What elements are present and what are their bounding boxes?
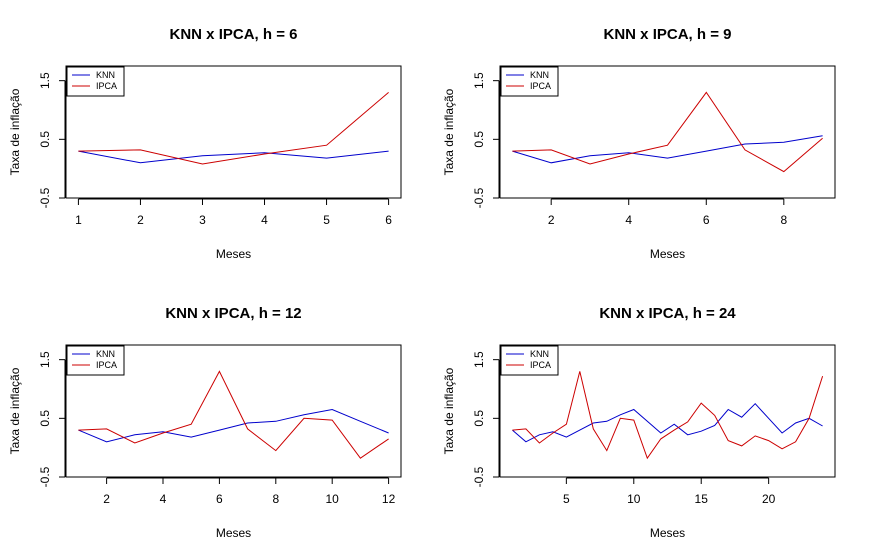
y-tick-label: 1.5	[472, 72, 486, 89]
y-tick-label: 1.5	[38, 351, 52, 368]
x-tick-label: 2	[548, 213, 555, 227]
chart-panel-1: KNN x IPCA, h = 6 1 2 3 4 5 6 -0.5 0.5 1.5 Meses Ta…	[8, 26, 402, 261]
chart-title: KNN x IPCA, h = 12	[165, 305, 301, 322]
x-tick-label: 6	[385, 213, 392, 227]
x-tick-label: 2	[103, 492, 110, 506]
x-tick-label: 2	[137, 213, 144, 227]
y-tick-label: -0.5	[38, 187, 52, 208]
x-axis-label: Meses	[650, 526, 685, 540]
chart-panel-4: KNN x IPCA, h = 24 5 10 15 20 -0.5 0.5 1.5 Meses…	[442, 305, 836, 540]
legend-entry-ipca: IPCA	[530, 360, 551, 370]
series-line-ipca	[78, 370, 389, 459]
series-line-ipca	[512, 91, 823, 173]
y-axis-label: Taxa de inflação	[8, 88, 22, 175]
x-axis-label: Meses	[216, 247, 251, 261]
x-tick-label: 15	[695, 492, 709, 506]
y-tick-label: 0.5	[472, 410, 486, 427]
x-tick-label: 12	[382, 492, 396, 506]
y-tick-label: -0.5	[38, 466, 52, 487]
legend-box	[66, 66, 125, 97]
legend-entry-knn: KNN	[530, 70, 549, 80]
x-tick-label: 4	[160, 492, 167, 506]
x-tick-label: 3	[199, 213, 206, 227]
series-line-ipca	[512, 371, 824, 460]
x-tick-label: 10	[326, 492, 340, 506]
chart-title: KNN x IPCA, h = 24	[599, 305, 736, 322]
plot-frame	[65, 344, 402, 478]
x-tick-label: 6	[216, 492, 223, 506]
y-tick-label: 0.5	[38, 410, 52, 427]
y-axis: -0.5 0.5 1.5	[38, 72, 66, 208]
y-tick-label: 0.5	[472, 131, 486, 148]
legend-entry-ipca: IPCA	[530, 81, 551, 91]
chart-panel-2: KNN x IPCA, h = 9 2 4 6 8 -0.5 0.5 1.5 Meses Taxa…	[442, 26, 836, 261]
y-tick-label: 1.5	[38, 72, 52, 89]
y-tick-label: -0.5	[472, 187, 486, 208]
plot-frame	[65, 65, 402, 199]
x-tick-label: 1	[75, 213, 82, 227]
series-line-knn	[512, 402, 823, 443]
y-axis-label: Taxa de inflação	[442, 88, 456, 175]
x-tick-label: 6	[703, 213, 710, 227]
series-line-knn	[78, 408, 389, 443]
x-tick-label: 4	[261, 213, 268, 227]
y-axis-label: Taxa de inflação	[8, 367, 22, 454]
y-axis: -0.5 0.5 1.5	[472, 72, 500, 208]
y-tick-label: -0.5	[472, 466, 486, 487]
x-axis: 2 4 6 8	[548, 198, 787, 227]
legend-box	[500, 66, 559, 97]
series-line-knn	[78, 150, 389, 164]
plot-frame	[499, 65, 836, 199]
legend-box	[500, 345, 559, 376]
chart-title: KNN x IPCA, h = 9	[604, 26, 732, 43]
x-tick-label: 5	[563, 492, 570, 506]
x-axis: 5 10 15 20	[563, 477, 776, 506]
y-axis: -0.5 0.5 1.5	[472, 351, 500, 487]
legend-entry-ipca: IPCA	[96, 81, 117, 91]
x-tick-label: 10	[627, 492, 641, 506]
legend-entry-knn: KNN	[530, 349, 549, 359]
series-line-ipca	[78, 92, 389, 165]
legend-entry-knn: KNN	[96, 349, 115, 359]
x-tick-label: 4	[625, 213, 632, 227]
legend-box	[66, 345, 125, 376]
legend-entry-ipca: IPCA	[96, 360, 117, 370]
x-axis-label: Meses	[650, 247, 685, 261]
x-tick-label: 8	[780, 213, 787, 227]
y-axis-label: Taxa de inflação	[442, 367, 456, 454]
plot-frame	[499, 344, 836, 478]
chart-panel-3: KNN x IPCA, h = 12 2 4 6 8 10 12 -0.5 0.5 1.5 Mese…	[8, 305, 402, 540]
legend-entry-knn: KNN	[96, 70, 115, 80]
series-line-knn	[512, 135, 823, 164]
y-tick-label: 0.5	[38, 131, 52, 148]
x-axis: 1 2 3 4 5 6	[75, 198, 392, 227]
x-tick-label: 8	[272, 492, 279, 506]
x-tick-label: 20	[762, 492, 776, 506]
y-axis: -0.5 0.5 1.5	[38, 351, 66, 487]
y-tick-label: 1.5	[472, 351, 486, 368]
x-axis-label: Meses	[216, 526, 251, 540]
x-axis: 2 4 6 8 10 12	[103, 477, 396, 506]
chart-title: KNN x IPCA, h = 6	[170, 26, 298, 43]
x-tick-label: 5	[323, 213, 330, 227]
